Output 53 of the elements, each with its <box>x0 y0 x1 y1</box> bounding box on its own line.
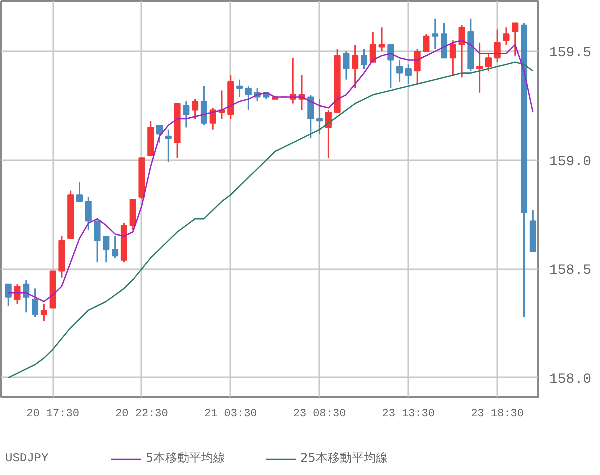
candlestick <box>23 279 30 314</box>
candlestick <box>192 98 199 120</box>
candlestick <box>94 220 101 264</box>
candlestick <box>458 24 466 78</box>
candlestick <box>450 40 456 76</box>
x-tick-label: 21 03:30 <box>204 408 258 420</box>
candlestick <box>432 18 439 50</box>
candlestick <box>405 64 412 85</box>
candlestick <box>388 44 394 90</box>
candlestick <box>236 79 244 98</box>
x-tick-label: 23 13:30 <box>382 408 436 420</box>
line-series <box>8 62 534 379</box>
y-tick-label: 159.5 <box>550 46 592 62</box>
candlestick <box>414 48 421 85</box>
candlestick <box>85 196 92 231</box>
x-tick-label: 20 17:30 <box>26 408 80 420</box>
candlestick <box>14 284 21 305</box>
candlestick <box>165 129 172 164</box>
candlestick <box>245 86 252 112</box>
candlestick <box>485 52 492 72</box>
candlestick <box>112 236 119 259</box>
candlestick <box>76 181 83 202</box>
candlestick <box>343 50 350 81</box>
legend-label: 25本移動平均線 <box>300 450 388 467</box>
legend-label: 5本移動平均線 <box>146 450 226 467</box>
candlestick <box>503 26 510 46</box>
text: USDJPY <box>6 452 49 466</box>
candlestick <box>370 31 376 64</box>
candlestick <box>378 26 386 52</box>
candlestick <box>32 288 39 318</box>
x-tick-label: 23 08:30 <box>293 408 346 420</box>
candlestick <box>476 42 484 94</box>
candlestick <box>103 236 110 264</box>
candlestick <box>352 44 359 90</box>
candlestick <box>40 303 48 322</box>
candlestick <box>396 59 404 83</box>
candlestick <box>5 284 12 307</box>
candlestick <box>423 33 430 52</box>
candlestick <box>183 100 190 128</box>
x-tick-label: 23 18:30 <box>471 408 524 420</box>
candlestick <box>360 48 368 70</box>
candlestick <box>210 107 216 131</box>
candlestick <box>441 22 448 59</box>
candlestick <box>308 94 314 140</box>
candlestick <box>494 29 501 64</box>
candlestick <box>512 22 519 57</box>
candlestick <box>316 98 324 135</box>
candlestick <box>200 86 208 126</box>
x-tick-label: 20 22:30 <box>116 408 168 420</box>
y-tick-label: 158.5 <box>550 263 592 280</box>
y-tick-label: 159.0 <box>550 154 592 170</box>
y-tick-label: 158.0 <box>550 372 592 388</box>
candlestick <box>156 124 164 144</box>
